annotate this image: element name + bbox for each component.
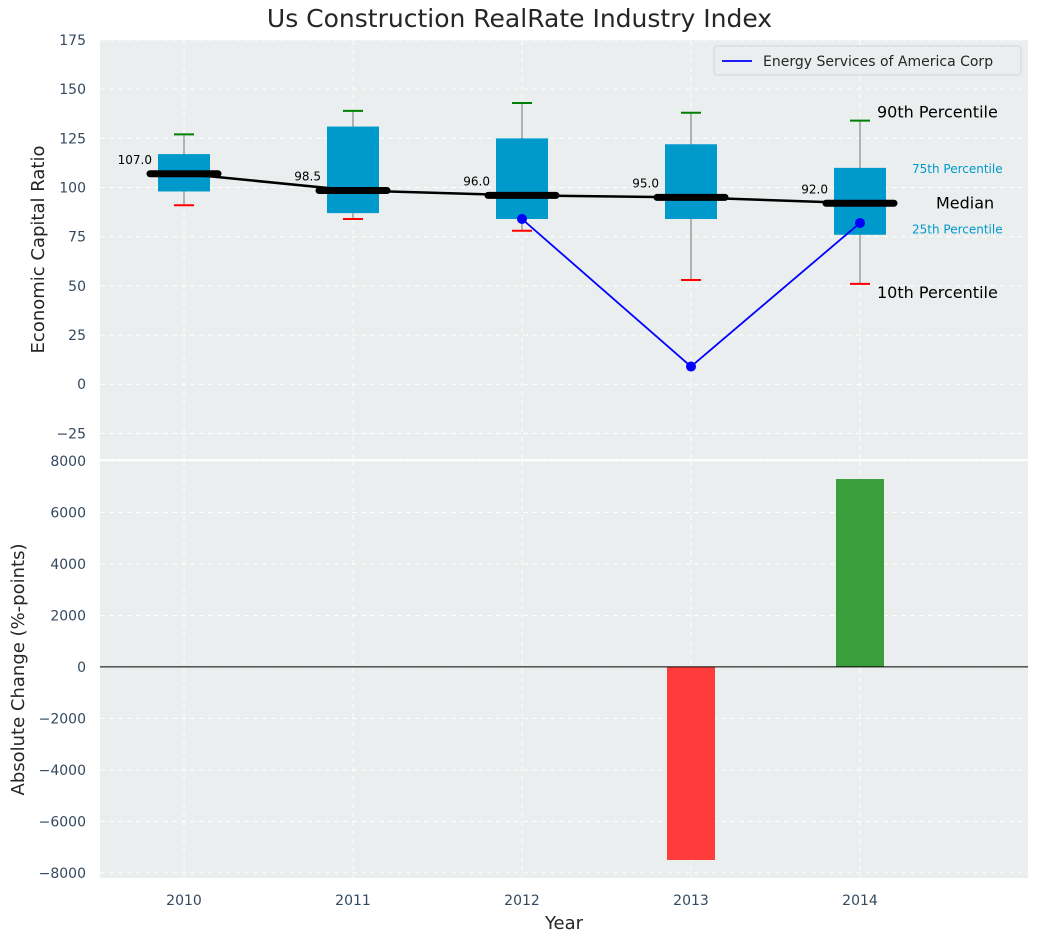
annotation-p10: 10th Percentile	[877, 283, 998, 302]
legend-box	[713, 45, 1022, 76]
company-point	[686, 361, 696, 372]
y-tick-label-bottom: −6000	[39, 814, 86, 830]
y-tick-label-top: 50	[68, 279, 86, 295]
grid-lines	[100, 39, 1028, 878]
y-tick-label-bottom: 6000	[50, 505, 86, 521]
y-tick-label-bottom: 0	[77, 660, 86, 676]
legend-label: Energy Services of America Corp	[763, 54, 993, 70]
y-tick-label-bottom: −2000	[39, 711, 86, 727]
annotation-p75: 75th Percentile	[912, 162, 1003, 176]
median-value-label: 98.5	[294, 169, 321, 183]
box-iqr	[327, 126, 379, 214]
company-point	[855, 217, 865, 228]
chart-marks	[100, 45, 1028, 860]
y-tick-label-top: 0	[77, 377, 86, 393]
y-tick-label-top: 150	[59, 82, 86, 98]
y-axis-label-bottom: Absolute Change (%-points)	[8, 544, 29, 796]
y-tick-label-bottom: −4000	[39, 763, 86, 779]
annotation-p90: 90th Percentile	[877, 103, 998, 122]
y-tick-label-bottom: 4000	[50, 557, 86, 573]
x-tick-label: 2012	[504, 893, 540, 909]
median-value-label: 92.0	[801, 182, 828, 196]
change-bar	[667, 666, 715, 860]
x-tick-label: 2011	[335, 893, 371, 909]
annotation-p25: 25th Percentile	[912, 223, 1003, 237]
y-axis-label-top: Economic Capital Ratio	[28, 146, 49, 354]
y-tick-label-top: 175	[59, 33, 86, 49]
box-iqr	[665, 144, 717, 220]
x-tick-label: 2013	[673, 893, 709, 909]
y-tick-label-bottom: 8000	[50, 454, 86, 470]
y-tick-label-top: 100	[59, 181, 86, 197]
top-plot-area	[100, 40, 1028, 459]
chart-title: Us Construction RealRate Industry Index	[266, 4, 773, 33]
median-value-label: 95.0	[632, 176, 659, 190]
y-tick-label-top: 25	[68, 328, 86, 344]
box-iqr	[496, 138, 548, 220]
x-tick-label: 2010	[166, 893, 202, 909]
bottom-plot-area	[100, 461, 1028, 878]
y-tick-label-top: 125	[59, 131, 86, 147]
chart-text: −25 0 25 50 75 100 125 150 175 −8000 −6000 −4000 −20…	[8, 33, 1003, 934]
change-bar	[836, 479, 884, 667]
x-tick-label: 2014	[842, 893, 878, 909]
y-tick-label-bottom: −8000	[39, 866, 86, 882]
company-point	[517, 214, 527, 225]
annotation-median: Median	[936, 193, 994, 212]
median-value-label: 107.0	[118, 153, 152, 167]
y-tick-label-bottom: 2000	[50, 608, 86, 624]
y-tick-label-top: −25	[56, 426, 86, 442]
y-tick-label-top: 75	[68, 230, 86, 246]
median-value-label: 96.0	[463, 174, 490, 188]
x-axis-label: Year	[544, 913, 584, 934]
